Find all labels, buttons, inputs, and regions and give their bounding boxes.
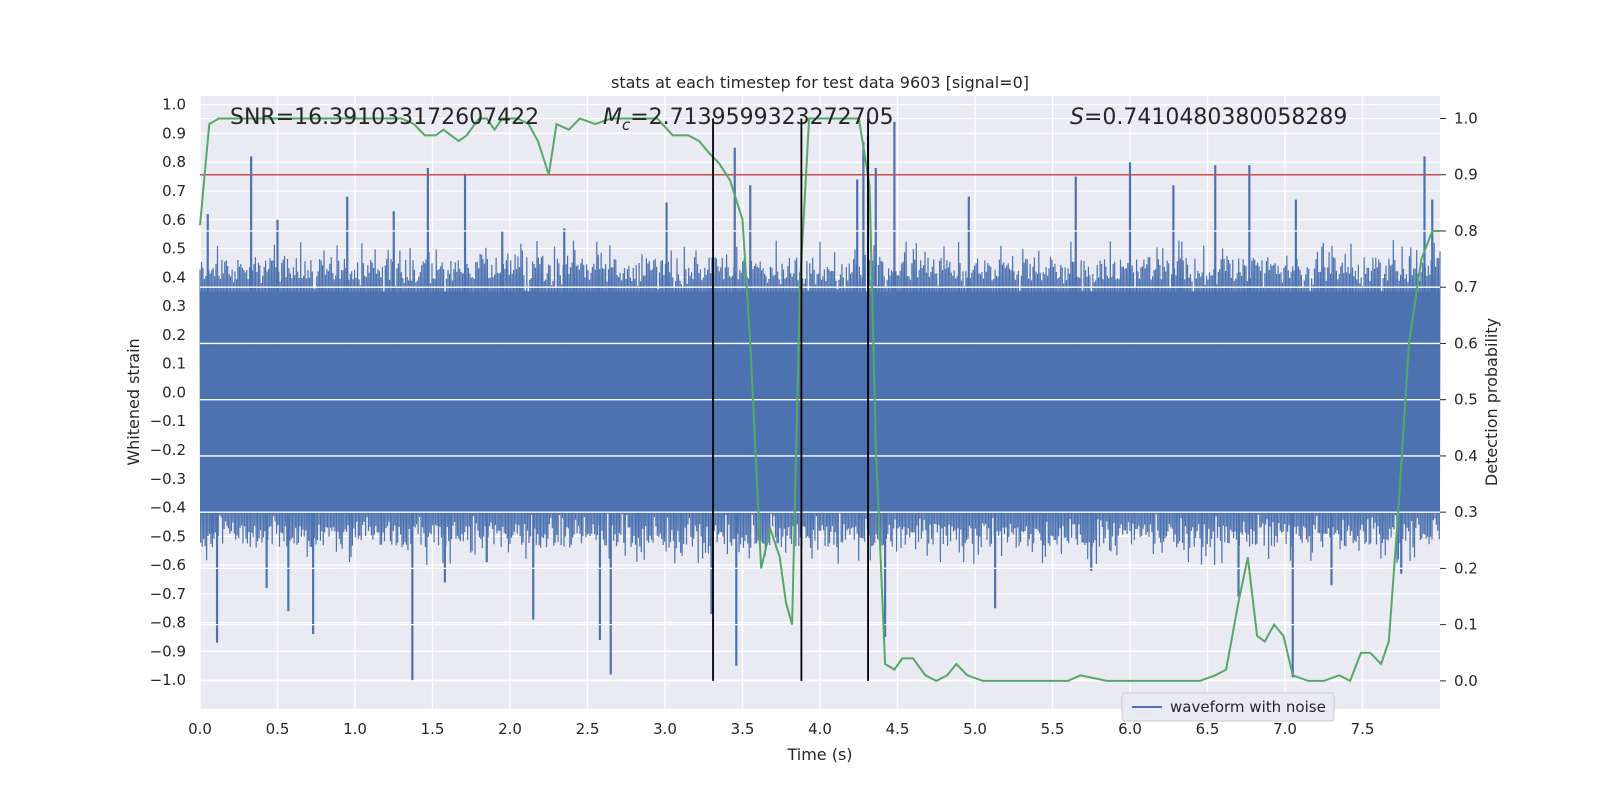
tick-labels: 0.0 0.5 1.0 1.5 2.0 2.5 3.0 3.5 4.0 4.5 5.0 5.5 6.0 6… — [150, 96, 1478, 738]
x-tick-label: 5.5 — [1041, 720, 1065, 738]
x-tick-label: 1.0 — [343, 720, 367, 738]
y2-tick-label: 0.7 — [1454, 278, 1478, 296]
s-statistic-annotation: S=0.7410480380058289 — [1070, 105, 1347, 130]
x-tick-label: 6.0 — [1118, 720, 1142, 738]
y-tick-label: −1.0 — [150, 671, 186, 689]
x-tick-label: 7.0 — [1273, 720, 1297, 738]
x-tick-label: 4.5 — [886, 720, 910, 738]
y-tick-label: 0.3 — [162, 297, 186, 315]
chirp-mass-symbol: M — [603, 105, 622, 130]
y2-tick-label: 0.9 — [1454, 166, 1478, 184]
y-axis-label: Whitened strain — [124, 338, 143, 465]
legend-label-waveform: waveform with noise — [1170, 698, 1326, 716]
x-tick-label: 7.5 — [1351, 720, 1375, 738]
y2-tick-label: 0.2 — [1454, 559, 1478, 577]
x-axis-label: Time (s) — [786, 745, 852, 764]
x-tick-label: 1.5 — [421, 720, 445, 738]
probability-series — [199, 117, 1440, 683]
x-tick-label: 5.0 — [963, 720, 987, 738]
y2-tick-label: 0.6 — [1454, 334, 1478, 352]
y2-axis-label: Detection probability — [1482, 318, 1501, 486]
y-tick-label: 0.6 — [162, 211, 186, 229]
snr-annotation: SNR=16.391033172607422 — [230, 105, 539, 130]
y-tick-label: −0.2 — [150, 441, 186, 459]
x-tick-label: 6.5 — [1196, 720, 1220, 738]
y-tick-label: −0.3 — [150, 470, 186, 488]
y2-tick-label: 1.0 — [1454, 109, 1478, 127]
s-statistic-value: =0.7410480380058289 — [1084, 105, 1347, 130]
chirp-mass-subscript: c — [622, 116, 631, 134]
y-tick-label: 0.9 — [162, 124, 186, 142]
y2-tick-label: 0.5 — [1454, 391, 1478, 409]
x-tick-label: 0.5 — [266, 720, 290, 738]
y2-tick-label: 0.1 — [1454, 616, 1478, 634]
chirp-mass-annotation: Mc=2.7139599323272705 — [603, 105, 894, 134]
chirp-mass-value: =2.7139599323272705 — [630, 105, 893, 130]
x-tick-label: 3.5 — [731, 720, 755, 738]
y-tick-label: 0.2 — [162, 326, 186, 344]
y-tick-label: 0.1 — [162, 355, 186, 373]
detection-probability-line — [199, 117, 1440, 683]
y-tick-label: 0.7 — [162, 182, 186, 200]
y-tick-label: 0.4 — [162, 268, 186, 286]
x-tick-label: 2.0 — [498, 720, 522, 738]
y-tick-label: −0.4 — [150, 499, 186, 517]
y-tick-label: 0.8 — [162, 153, 186, 171]
x-tick-label: 0.0 — [188, 720, 212, 738]
y2-tick-label: 0.0 — [1454, 672, 1478, 690]
waveform-core-band — [200, 291, 1440, 514]
y-tick-label: −0.7 — [150, 585, 186, 603]
y-tick-label: 0.5 — [162, 240, 186, 258]
y-tick-label: −0.1 — [150, 412, 186, 430]
s-statistic-symbol: S — [1070, 105, 1084, 130]
y-tick-label: 0.0 — [162, 383, 186, 401]
marker-lines — [712, 118, 869, 681]
legend-box — [1121, 692, 1335, 722]
y2-tick-label: 0.8 — [1454, 222, 1478, 240]
x-tick-label: 4.0 — [808, 720, 832, 738]
y-tick-label: 1.0 — [162, 96, 186, 114]
waveform-series — [199, 117, 1441, 682]
y2-tick-label: 0.3 — [1454, 503, 1478, 521]
chart-title: stats at each timestep for test data 960… — [611, 73, 1029, 92]
x-tick-label: 2.5 — [576, 720, 600, 738]
legend: waveform with noise — [1121, 692, 1335, 722]
x-tick-label: 3.0 — [653, 720, 677, 738]
y-tick-label: −0.9 — [150, 642, 186, 660]
y-tick-label: −0.6 — [150, 556, 186, 574]
y2-tick-label: 0.4 — [1454, 447, 1478, 465]
y-tick-label: −0.5 — [150, 527, 186, 545]
y-tick-label: −0.8 — [150, 614, 186, 632]
